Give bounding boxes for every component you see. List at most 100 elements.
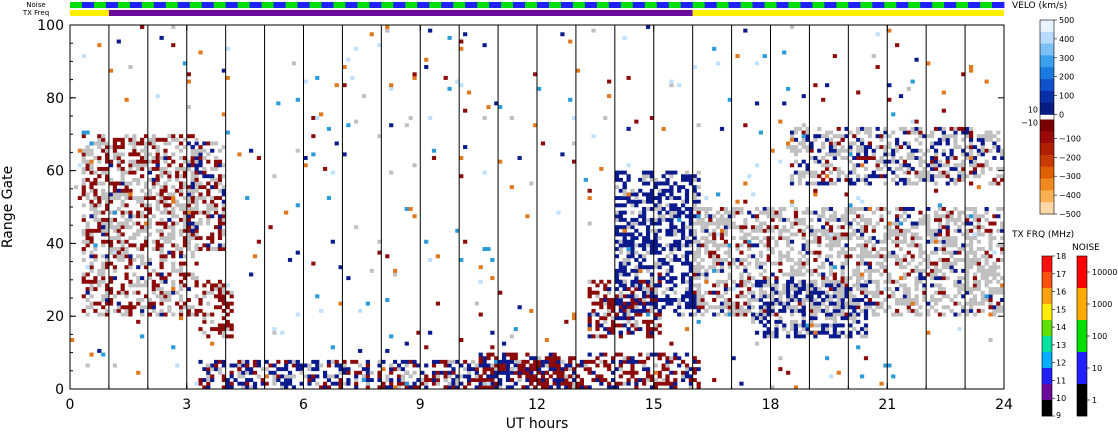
data-point [630, 203, 635, 208]
data-point [124, 170, 129, 175]
noise-strip-cell [533, 2, 538, 8]
data-point [980, 290, 985, 295]
data-point [673, 283, 678, 288]
data-point [692, 192, 697, 197]
noise-strip-cell [592, 2, 598, 8]
data-point [140, 228, 145, 233]
data-point [824, 83, 830, 88]
data-point [151, 247, 156, 251]
data-point [824, 243, 830, 248]
data-point [182, 276, 188, 281]
data-point [182, 239, 188, 244]
data-point [914, 57, 919, 62]
data-point [505, 359, 511, 364]
data-point [669, 192, 674, 197]
data-point [124, 254, 129, 259]
data-point [93, 247, 98, 251]
noise-strip-cell [429, 2, 434, 8]
data-point [93, 301, 98, 306]
data-point [902, 126, 908, 131]
data-point [649, 250, 655, 255]
data-point [412, 75, 417, 80]
data-point [910, 130, 915, 135]
data-point [396, 378, 402, 383]
data-point [786, 86, 791, 91]
data-point [860, 272, 865, 277]
data-point [322, 374, 328, 379]
data-point [575, 374, 581, 379]
data-point [840, 323, 845, 328]
data-point [910, 298, 915, 302]
noise-strip-cell [153, 2, 159, 8]
data-point [365, 374, 370, 379]
data-point [863, 239, 869, 244]
data-point [735, 308, 740, 313]
data-point [447, 359, 452, 364]
data-point [848, 145, 853, 150]
data-point [622, 323, 627, 328]
noise-strip-cell [329, 2, 334, 8]
data-point [930, 294, 935, 299]
data-point [860, 126, 865, 131]
data-point [680, 312, 686, 317]
data-point [704, 243, 709, 248]
data-point [151, 279, 156, 284]
data-point [926, 232, 931, 237]
data-point [229, 370, 234, 375]
data-point [941, 239, 946, 244]
data-point [618, 316, 623, 321]
data-point [190, 159, 195, 164]
data-point [696, 239, 701, 244]
data-point [159, 261, 164, 266]
data-point [754, 214, 760, 219]
data-point [229, 323, 234, 328]
data-point [93, 228, 98, 233]
data-point [396, 363, 402, 368]
data-point [996, 181, 1001, 186]
data-point [871, 247, 876, 251]
data-point [311, 367, 316, 372]
data-point [225, 323, 230, 328]
data-point [389, 334, 394, 339]
data-point [140, 156, 145, 160]
data-point [182, 221, 188, 226]
data-point [540, 370, 546, 375]
noise-strip-cell [964, 2, 969, 8]
data-point [793, 159, 799, 164]
data-point [805, 330, 810, 335]
data-point [342, 65, 347, 69]
data-point [124, 312, 129, 317]
data-point [665, 181, 670, 186]
data-point [159, 308, 164, 313]
data-point [626, 330, 631, 335]
data-point [918, 134, 923, 139]
data-point [105, 290, 110, 295]
data-point [669, 228, 674, 233]
x-tick-label: 12 [528, 397, 546, 413]
data-point [272, 363, 277, 368]
data-point [97, 199, 102, 204]
data-point [747, 247, 752, 251]
data-point [529, 378, 534, 383]
data-point [198, 381, 203, 386]
data-point [863, 254, 869, 259]
data-point [941, 152, 946, 157]
data-point [661, 126, 666, 131]
data-point [124, 221, 129, 226]
data-point [81, 279, 86, 284]
data-point [953, 301, 958, 306]
data-point [171, 232, 176, 237]
data-point [665, 287, 670, 292]
data-point [105, 232, 110, 237]
data-point [642, 290, 647, 295]
data-point [638, 283, 643, 288]
data-point [190, 210, 195, 215]
data-point [229, 327, 234, 332]
data-point [661, 378, 666, 383]
data-point [782, 207, 787, 211]
data-point [645, 330, 651, 335]
data-point [186, 192, 191, 197]
data-point [875, 250, 880, 255]
data-point [159, 217, 164, 222]
data-point [789, 130, 795, 135]
